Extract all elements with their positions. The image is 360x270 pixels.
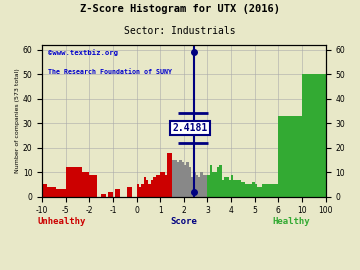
Bar xyxy=(243,182,245,197)
Bar xyxy=(266,184,278,197)
Bar xyxy=(240,182,243,197)
Bar xyxy=(193,172,196,197)
Bar xyxy=(160,172,163,197)
Bar xyxy=(165,175,167,197)
Bar xyxy=(137,184,139,197)
Bar xyxy=(146,180,148,197)
Bar xyxy=(210,165,212,197)
Bar xyxy=(66,167,74,197)
Bar xyxy=(196,175,198,197)
Bar xyxy=(260,187,262,197)
Bar xyxy=(264,184,266,197)
Y-axis label: Number of companies (573 total): Number of companies (573 total) xyxy=(15,68,20,173)
Bar xyxy=(42,184,47,197)
Text: Sector: Industrials: Sector: Industrials xyxy=(124,26,236,36)
Bar xyxy=(153,177,156,197)
Bar xyxy=(224,177,226,197)
Text: ©www.textbiz.org: ©www.textbiz.org xyxy=(48,49,118,56)
Bar xyxy=(191,177,193,197)
Bar xyxy=(61,189,66,197)
Bar xyxy=(181,162,184,197)
Bar xyxy=(207,175,210,197)
Bar xyxy=(201,172,203,197)
Bar xyxy=(226,177,229,197)
Bar xyxy=(172,160,175,197)
Bar xyxy=(302,74,325,197)
Bar xyxy=(148,184,151,197)
Bar xyxy=(156,175,158,197)
Bar xyxy=(215,172,217,197)
Bar xyxy=(47,187,52,197)
Bar xyxy=(189,167,191,197)
Bar xyxy=(82,172,90,197)
Bar xyxy=(203,175,207,197)
X-axis label: Score: Score xyxy=(170,217,197,226)
Bar xyxy=(257,187,260,197)
Bar xyxy=(252,182,255,197)
Bar xyxy=(151,180,153,197)
Bar xyxy=(234,180,236,197)
Bar xyxy=(177,162,179,197)
Bar xyxy=(222,180,224,197)
Text: 2.4181: 2.4181 xyxy=(172,123,208,133)
Bar xyxy=(57,189,61,197)
Bar xyxy=(255,184,257,197)
Bar xyxy=(158,175,160,197)
Text: Unhealthy: Unhealthy xyxy=(38,217,86,226)
Bar xyxy=(101,194,106,197)
Text: Z-Score Histogram for UTX (2016): Z-Score Histogram for UTX (2016) xyxy=(80,4,280,14)
Bar xyxy=(250,184,252,197)
Text: The Research Foundation of SUNY: The Research Foundation of SUNY xyxy=(48,69,172,75)
Bar xyxy=(127,187,132,197)
Bar xyxy=(184,165,186,197)
Text: Healthy: Healthy xyxy=(273,217,310,226)
Bar xyxy=(212,172,215,197)
Bar xyxy=(74,167,82,197)
Bar xyxy=(179,160,181,197)
Bar xyxy=(236,180,238,197)
Bar xyxy=(175,160,177,197)
Bar xyxy=(141,184,144,197)
Bar xyxy=(163,172,165,197)
Bar xyxy=(278,116,302,197)
Bar xyxy=(248,184,250,197)
Bar xyxy=(219,165,222,197)
Bar xyxy=(108,192,113,197)
Bar xyxy=(198,177,201,197)
Bar xyxy=(231,175,234,197)
Bar xyxy=(139,187,141,197)
Bar xyxy=(116,189,120,197)
Bar xyxy=(229,180,231,197)
Bar xyxy=(217,167,219,197)
Bar xyxy=(90,175,96,197)
Bar xyxy=(262,184,264,197)
Bar xyxy=(144,177,146,197)
Bar xyxy=(245,184,248,197)
Bar xyxy=(186,162,189,197)
Bar xyxy=(52,187,57,197)
Bar xyxy=(238,180,240,197)
Bar xyxy=(167,153,172,197)
